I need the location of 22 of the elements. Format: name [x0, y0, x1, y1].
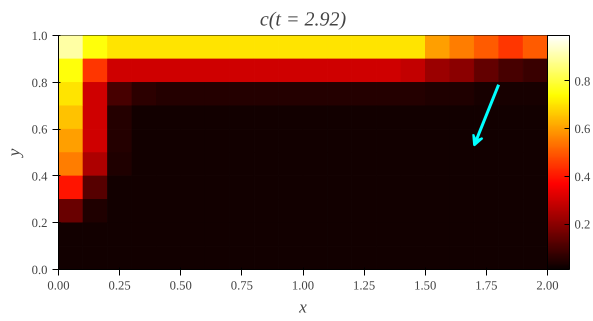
x-tick-label: 1.00: [292, 278, 314, 292]
color-bar-label: 0.2: [574, 218, 590, 232]
y-tick-label: 0.2: [32, 216, 48, 230]
x-tick-label: 0.50: [170, 278, 192, 292]
y-axis-title: y: [4, 148, 24, 158]
y-tick-label: 0.6: [32, 122, 48, 137]
y-tick-label: 0.0: [32, 263, 48, 277]
x-tick-label: 0.75: [230, 278, 253, 292]
x-tick-label: 1.25: [353, 278, 376, 292]
x-tick-label: 2.00: [536, 278, 559, 292]
y-tick-label: 1.0: [32, 29, 48, 43]
color-bar-label: 0.4: [574, 170, 591, 184]
x-tick-label: 1.75: [475, 278, 498, 292]
x-tick-label: 0.00: [47, 278, 70, 292]
color-bar-label: 0.8: [574, 74, 590, 88]
chart-title: c(t = 2.92): [260, 8, 346, 30]
x-tick-label: 0.25: [108, 278, 131, 292]
y-tick-label: 0.8: [32, 76, 48, 90]
color-bar-label: 0.6: [574, 122, 590, 136]
x-axis-title: x: [298, 298, 308, 316]
y-tick-label: 0.4: [32, 169, 48, 184]
x-tick-label: 1.50: [414, 278, 436, 292]
